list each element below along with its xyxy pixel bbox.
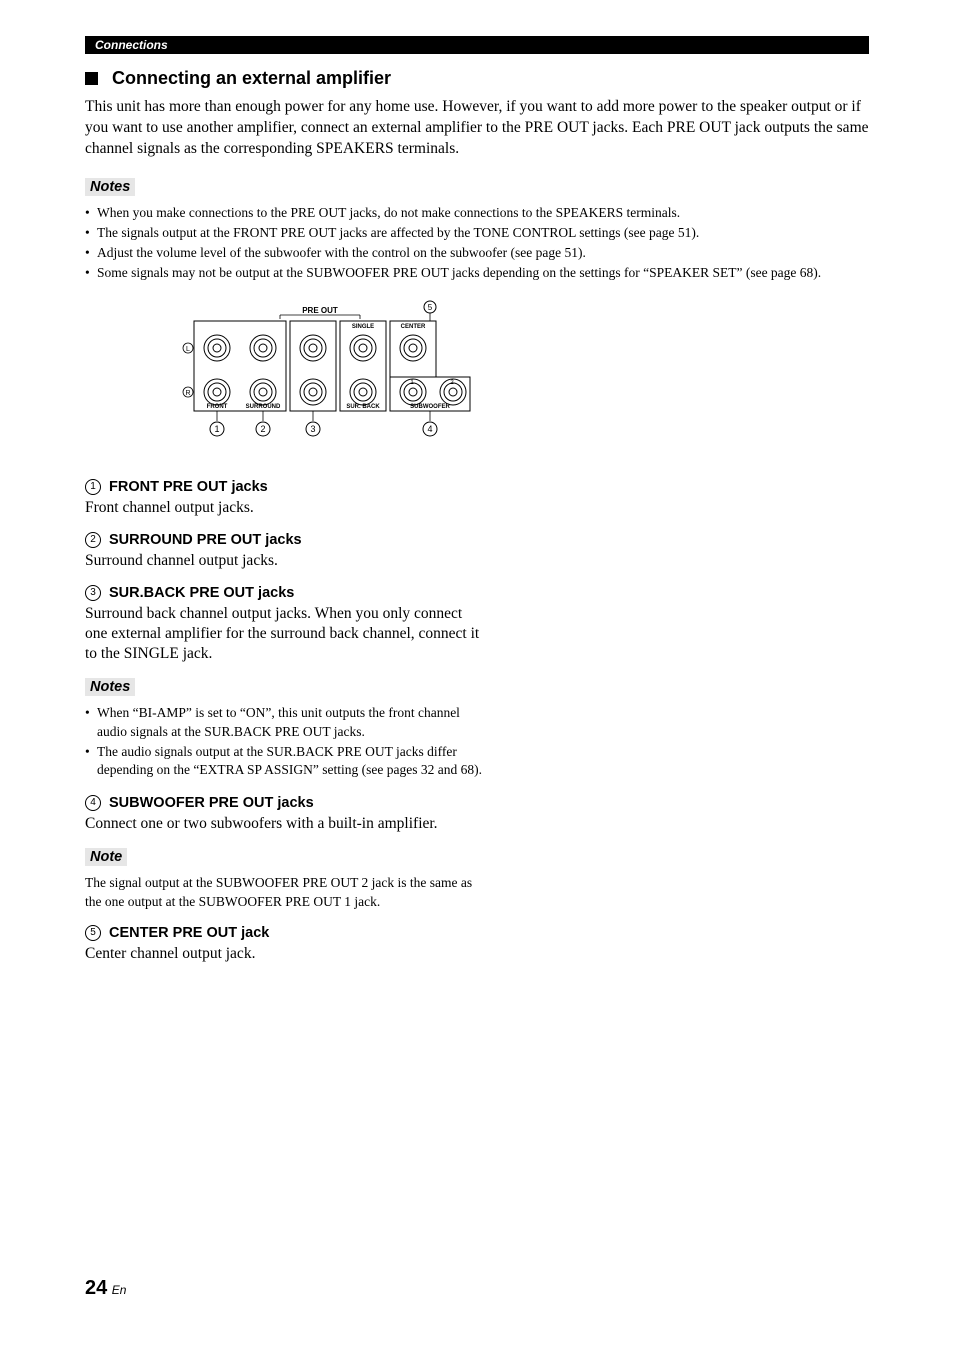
svg-text:4: 4 [427,424,432,434]
circled-number-icon: 1 [85,479,101,495]
svg-text:3: 3 [310,424,315,434]
item-title: FRONT PRE OUT jacks [109,479,268,495]
diagram-title: PRE OUT [302,306,338,315]
item-desc: Surround back channel output jacks. When… [85,604,485,664]
notes-label: Notes [85,178,135,196]
section-title: Connecting an external amplifier [85,68,869,89]
svg-text:CENTER: CENTER [401,324,426,330]
section-title-text: Connecting an external amplifier [112,68,391,89]
svg-text:SINGLE: SINGLE [352,324,374,330]
item-heading: 1 FRONT PRE OUT jacks [85,479,869,495]
note-item: When you make connections to the PRE OUT… [85,204,869,222]
top-notes-list: When you make connections to the PRE OUT… [85,204,869,283]
item-title: SUBWOOFER PRE OUT jacks [109,795,314,811]
page-number-value: 24 [85,1277,107,1299]
circled-number-icon: 2 [85,532,101,548]
item-heading: 5 CENTER PRE OUT jack [85,925,869,941]
note-label: Note [85,848,127,866]
intro-paragraph: This unit has more than enough power for… [85,97,869,160]
note-item: Adjust the volume level of the subwoofer… [85,244,869,262]
item-desc: Center channel output jack. [85,944,485,964]
item-title: CENTER PRE OUT jack [109,925,269,941]
mid-notes-list: When “BI-AMP” is set to “ON”, this unit … [85,704,869,779]
square-bullet-icon [85,72,98,85]
page-number-suffix: En [112,1283,127,1297]
item-heading: 2 SURROUND PRE OUT jacks [85,532,869,548]
item-title: SUR.BACK PRE OUT jacks [109,585,294,601]
svg-text:2: 2 [260,424,265,434]
svg-text:5: 5 [428,303,433,312]
notes-label: Notes [85,678,135,696]
note-item: Some signals may not be output at the SU… [85,264,869,282]
svg-text:L: L [186,346,190,353]
preout-diagram: PRE OUT 5 SINGLE CENTER FRONT SURROUND S… [180,299,869,459]
circled-number-icon: 3 [85,585,101,601]
svg-text:1: 1 [214,424,219,434]
note-item: When “BI-AMP” is set to “ON”, this unit … [85,704,485,740]
sub-note-text: The signal output at the SUBWOOFER PRE O… [85,874,485,910]
svg-text:R: R [185,390,190,397]
item-heading: 3 SUR.BACK PRE OUT jacks [85,585,869,601]
breadcrumb-bar: Connections [85,36,869,54]
item-title: SURROUND PRE OUT jacks [109,532,302,548]
circled-number-icon: 4 [85,795,101,811]
breadcrumb-text: Connections [95,38,168,52]
item-desc: Surround channel output jacks. [85,551,485,571]
item-desc: Front channel output jacks. [85,498,485,518]
item-heading: 4 SUBWOOFER PRE OUT jacks [85,795,869,811]
note-item: The signals output at the FRONT PRE OUT … [85,224,869,242]
page-number: 24 En [85,1277,126,1300]
item-desc: Connect one or two subwoofers with a bui… [85,814,485,834]
circled-number-icon: 5 [85,925,101,941]
note-item: The audio signals output at the SUR.BACK… [85,743,485,779]
